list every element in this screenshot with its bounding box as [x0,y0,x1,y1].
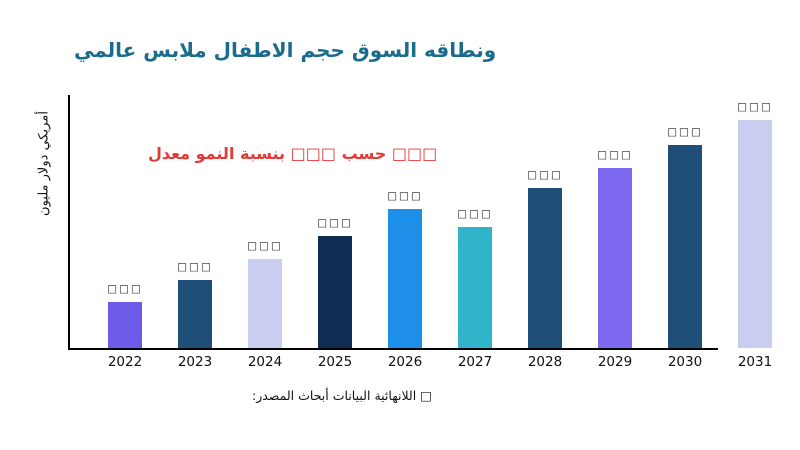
bar-2028 [528,188,562,348]
x-tick-label: 2027 [457,354,493,370]
x-tick-label: 2031 [737,354,773,370]
x-tick-label: 2030 [667,354,703,370]
plot-area: □□□ 2022 □□□ 2023 □□□ 2024 □□□ 2025 □□□ 2026 □□□ 20… [68,95,780,370]
bar-2030 [668,145,702,348]
y-axis-line [68,95,70,350]
source-text: المصدر: أبحاث البيانات اللانهائية □ [252,388,432,403]
y-axis-label: مليون دولار أمريكي [36,111,52,216]
chart-title: عالمي ملابس الاطفال حجم السوق ونطاقه [74,38,497,62]
x-tick-label: 2024 [247,354,283,370]
bar-value-label: □□□ [667,126,703,138]
x-tick-label: 2022 [107,354,143,370]
bar-value-label: □□□ [527,169,563,181]
x-tick-label: 2026 [387,354,423,370]
bar-2026 [388,209,422,348]
x-tick-label: 2029 [597,354,633,370]
bar-2022 [108,302,142,348]
bar-value-label: □□□ [177,261,213,273]
bar-2027 [458,227,492,348]
x-axis-line [68,348,718,350]
bar-value-label: □□□ [107,283,143,295]
bar-value-label: □□□ [457,208,493,220]
bar-value-label: □□□ [387,190,423,202]
x-tick-label: 2025 [317,354,353,370]
bar-2025 [318,236,352,348]
bar-value-label: □□□ [247,240,283,252]
bar-value-label: □□□ [317,217,353,229]
bar-2023 [178,280,212,348]
bar-value-label: □□□ [737,101,773,113]
bar-2031 [738,120,772,348]
x-tick-label: 2028 [527,354,563,370]
bar-2024 [248,259,282,348]
growth-rate-annotation: معدل النمو بنسبة □□□ حسب □□□ [148,144,438,163]
bar-2029 [598,168,632,348]
bar-value-label: □□□ [597,149,633,161]
x-tick-label: 2023 [177,354,213,370]
